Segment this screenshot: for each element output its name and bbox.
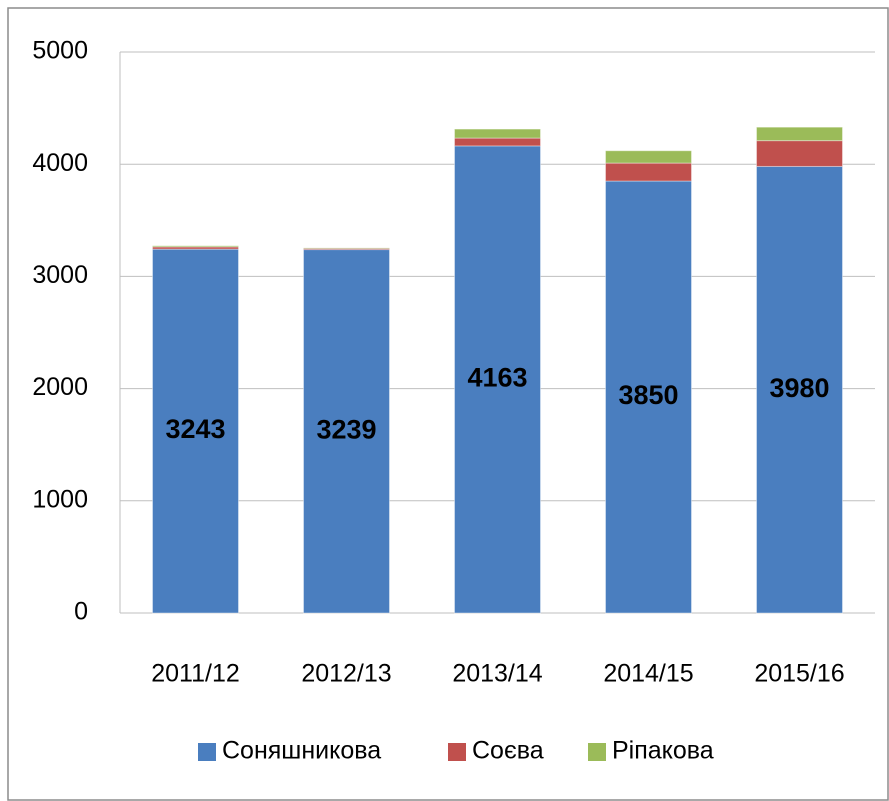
bar-segment <box>756 165 843 614</box>
bar-segment <box>454 137 541 147</box>
x-tick-label: 2014/15 <box>603 660 693 688</box>
bar-segment <box>454 145 541 614</box>
y-tick-label: 5000 <box>32 37 88 65</box>
bar-segment <box>605 162 692 182</box>
bar-segment <box>152 245 239 248</box>
x-tick-label: 2012/13 <box>301 660 391 688</box>
data-label: 3243 <box>165 414 225 444</box>
legend-label: Ріпакова <box>612 737 714 765</box>
y-tick-label: 1000 <box>32 485 88 513</box>
legend-swatch <box>448 743 466 761</box>
data-label: 3850 <box>618 380 678 410</box>
bar-segment <box>454 128 541 139</box>
y-tick-label: 0 <box>74 598 88 626</box>
x-tick-label: 2015/16 <box>754 660 844 688</box>
legend-label: Соєва <box>472 737 544 765</box>
x-tick-label: 2011/12 <box>151 660 240 688</box>
bar-segment <box>303 249 390 614</box>
bar-segment <box>303 247 390 249</box>
data-label: 4163 <box>467 363 527 393</box>
data-label: 3239 <box>316 414 376 444</box>
data-label: 3980 <box>769 373 829 403</box>
legend-label: Соняшникова <box>222 737 381 765</box>
legend-swatch <box>588 743 606 761</box>
bar-segment <box>152 246 239 250</box>
y-tick-label: 2000 <box>32 373 88 401</box>
bar-segment <box>605 180 692 614</box>
bar-segment <box>605 150 692 164</box>
bar-segment <box>152 248 239 614</box>
bar-segment <box>756 140 843 167</box>
y-tick-label: 3000 <box>32 261 88 289</box>
x-tick-label: 2013/14 <box>452 660 542 688</box>
bar-segment <box>756 126 843 142</box>
legend-swatch <box>198 743 216 761</box>
y-tick-label: 4000 <box>32 149 88 177</box>
